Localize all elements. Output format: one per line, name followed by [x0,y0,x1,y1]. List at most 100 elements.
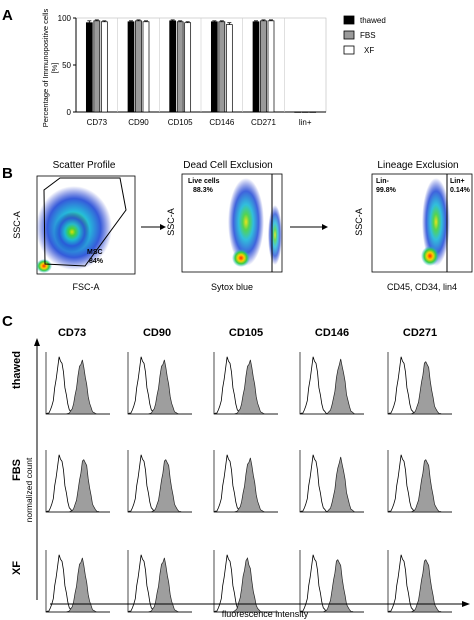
live-cells-gate-value: 88.3% [193,187,214,194]
panel-c-y-axis-label: normalized count [24,457,34,522]
panel-c-x-axis-label: fluorescence intensity [222,609,309,619]
dead-x-axis-label: Sytox blue [211,282,253,292]
lin-negative-gate-value: 99.8% [376,187,397,194]
histogram-xf-cd73 [45,550,110,613]
x-tick-label-cd73: CD73 [87,118,108,127]
dead-hot-spot [232,249,250,267]
histogram-xf-cd271 [387,550,452,613]
histogram-fbs-cd105 [213,450,278,513]
panel-c-x-arrowhead [462,601,470,607]
column-header-cd73: CD73 [58,327,86,339]
bar-xf-cd73 [100,21,108,113]
marker-stain-curve [128,359,192,415]
y-tick-label-50: 50 [62,61,71,70]
column-header-cd90: CD90 [143,327,171,339]
lin-positive-gate-value: 0.14% [450,187,471,194]
bar-thawed-cd271 [252,21,260,113]
scatter-debris-cluster [36,259,52,273]
legend-label-xf: XF [364,46,374,55]
scatter-x-axis-label: FSC-A [73,282,100,292]
marker-stain-curve [128,459,192,513]
panel-label-a: A [2,7,13,24]
marker-stain-curve [300,358,364,415]
bar-fbs-lin [301,111,309,113]
legend-swatch-thawed [343,15,355,25]
dead-cell-plot: Live cells 88.3% [181,173,283,273]
bar-fbs-cd105 [176,21,184,113]
lineage-exclusion-title: Lineage Exclusion [377,160,458,171]
panel-label-b: B [2,165,13,182]
arrow-2 [290,224,328,230]
marker-stain-curve [388,361,452,415]
histogram-thawed-cd90 [127,352,192,415]
marker-stain-curve [388,559,452,613]
bar-fbs-cd271 [260,20,267,113]
marker-stain-curve [214,557,278,613]
bar-xf-cd146 [225,24,233,113]
bar-thawed-cd90 [127,21,135,113]
dead-cell-exclusion-title: Dead Cell Exclusion [183,160,273,171]
column-header-cd271: CD271 [403,327,437,339]
live-cells-gate-name: Live cells [188,178,220,185]
y-tick-label-0: 0 [67,108,72,117]
lineage-density-cloud [422,178,450,266]
lineage-y-axis-label: SSC-A [354,208,364,236]
histogram-thawed-cd146 [299,352,364,415]
column-header-cd105: CD105 [229,327,263,339]
msc-gate-name: MSC [87,249,103,256]
histogram-xf-cd146 [299,550,364,613]
bar-thawed-cd105 [169,20,177,113]
panel-c-row-labels: thawed FBS XF [11,351,23,575]
x-tick-label-cd105: CD105 [168,118,193,127]
bar-thawed-cd146 [210,21,218,113]
legend-swatch-xf [343,45,355,55]
histogram-fbs-cd146 [299,450,364,513]
bar-thawed-cd73 [85,22,93,113]
panel-a-y-axis-label-line1: Percentage of Immunopositive cells [41,9,50,128]
column-header-cd146: CD146 [315,327,349,339]
marker-stain-curve [300,559,364,613]
bar-xf-lin [309,111,317,113]
histogram-grid [45,352,452,613]
bar-xf-cd271 [267,20,275,113]
scatter-y-axis-label: SSC-A [12,211,22,239]
scatter-profile-title: Scatter Profile [53,160,116,171]
scatter-density-core [54,212,90,252]
bar-fbs-cd146 [218,21,226,113]
bar-xf-cd90 [142,21,150,113]
marker-stain-curve [214,359,278,415]
histogram-thawed-cd73 [45,352,110,415]
marker-stain-curve [128,557,192,613]
marker-stain-curve [46,557,110,613]
panel-a-y-axis-label-line2: [%] [50,63,59,74]
lin-positive-gate-name: Lin+ [450,178,465,185]
panel-c-column-headers: CD73 CD90 CD105 CD146 CD271 [58,327,437,339]
x-tick-label-cd271: CD271 [251,118,276,127]
x-tick-label-cd90: CD90 [128,118,149,127]
x-tick-label-lin: lin+ [299,118,312,127]
histogram-thawed-cd105 [213,352,278,415]
row-label-xf: XF [11,561,23,575]
legend-label-fbs: FBS [360,31,376,40]
arrow-1 [141,224,166,230]
panel-a-legend: thawed FBS XF [343,15,386,55]
lineage-x-axis-label: CD45, CD34, lin4 [387,282,457,292]
legend-swatch-fbs [343,30,355,40]
dead-density-cloud [228,178,264,266]
msc-gate-value: 84% [89,258,104,265]
marker-stain-curve [388,459,452,513]
histogram-thawed-cd271 [387,352,452,415]
marker-stain-curve [46,459,110,513]
bar-xf-cd105 [184,22,192,113]
row-label-fbs: FBS [11,459,23,481]
histogram-xf-cd90 [127,550,192,613]
dead-cell-cluster [268,205,282,265]
scatter-profile-plot: MSC 84% [36,175,136,275]
panel-c-y-arrowhead [34,338,40,346]
lineage-hot-spot [421,246,439,266]
marker-stain-curve [46,359,110,415]
histogram-fbs-cd90 [127,450,192,513]
panel-label-c: C [2,313,13,330]
bar-fbs-cd90 [135,20,142,113]
